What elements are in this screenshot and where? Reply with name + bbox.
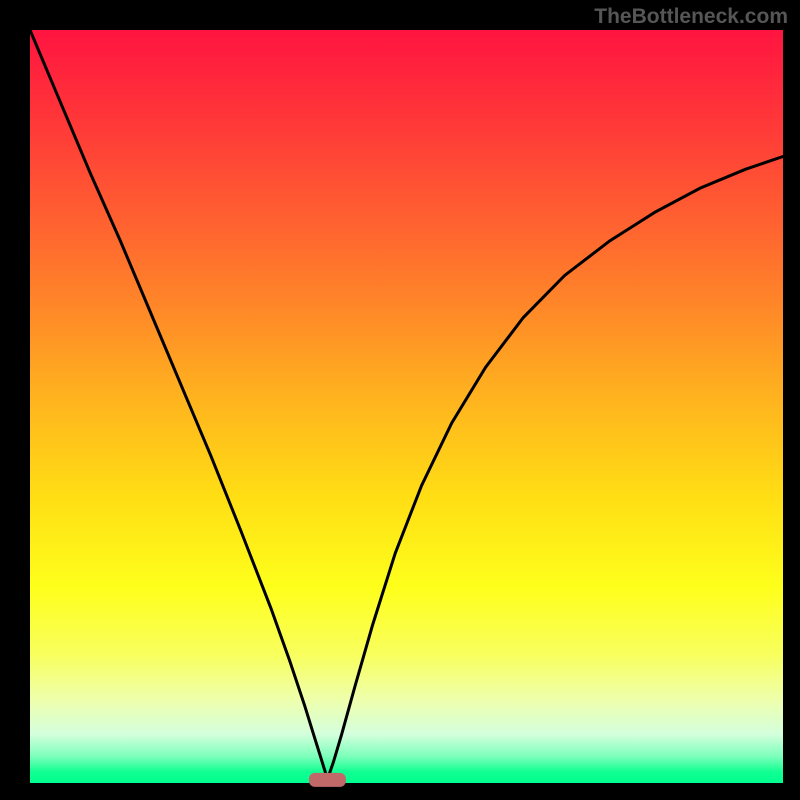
- curve-right-branch: [327, 157, 783, 780]
- curve-left-branch: [30, 30, 327, 779]
- canvas-outer: [0, 0, 800, 800]
- curve-svg: [30, 30, 783, 783]
- vertex-marker: [309, 773, 345, 787]
- chart-plot-area: [30, 30, 783, 783]
- watermark-text: TheBottleneck.com: [594, 5, 788, 29]
